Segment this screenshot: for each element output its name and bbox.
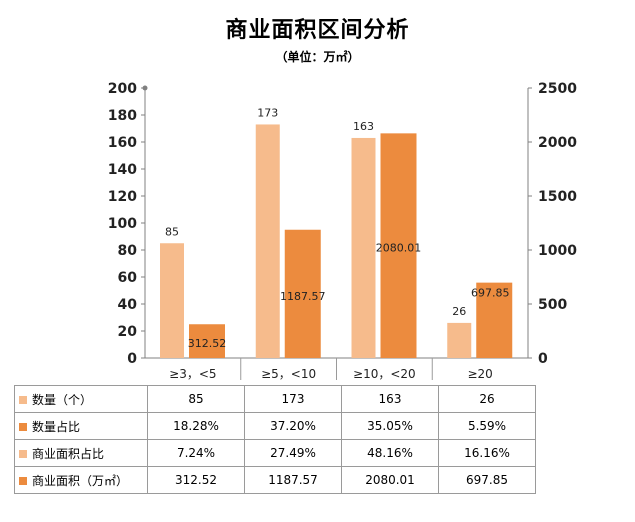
right-tick-label: 500 <box>538 297 567 313</box>
x-tick-label: ≥10，<20 <box>353 367 416 381</box>
table-row: 商业面积占比 7.24% 27.49% 48.16% 16.16% <box>14 439 536 467</box>
bar-chart: 0204060801001201401601802000500100015002… <box>108 81 577 381</box>
table-row: 数量（个） 85 173 163 26 <box>14 385 536 413</box>
legend-swatch <box>19 450 27 458</box>
left-tick-label: 160 <box>108 135 137 151</box>
chart-title: 商业面积区间分析 <box>225 18 410 43</box>
right-tick-label: 1500 <box>538 189 577 205</box>
left-tick-label: 40 <box>118 297 138 313</box>
table-cell: 1187.57 <box>244 466 342 494</box>
table-cell: 2080.01 <box>341 466 439 494</box>
data-label-count: 85 <box>165 225 179 238</box>
table-cell: 312.52 <box>147 466 245 494</box>
left-tick-label: 140 <box>108 162 137 178</box>
table-cell: 18.28% <box>147 412 245 440</box>
data-label-count: 26 <box>452 305 466 318</box>
table-cell: 7.24% <box>147 439 245 467</box>
legend-swatch <box>19 396 27 404</box>
data-table: 数量（个） 85 173 163 26 数量占比 18.28% 37.20% 3… <box>14 385 536 494</box>
left-tick-label: 0 <box>127 351 137 367</box>
table-cell: 697.85 <box>438 466 536 494</box>
table-cell: 85 <box>147 385 245 413</box>
left-tick-label: 100 <box>108 216 137 232</box>
table-cell: 173 <box>244 385 342 413</box>
table-cell: 35.05% <box>341 412 439 440</box>
right-tick-label: 0 <box>538 351 548 367</box>
x-tick-label: ≥5，<10 <box>261 367 316 381</box>
row-header: 数量占比 <box>14 412 148 440</box>
row-label: 商业面积占比 <box>32 446 105 461</box>
table-cell: 27.49% <box>244 439 342 467</box>
row-header: 数量（个） <box>14 385 148 413</box>
bar-area <box>189 324 225 358</box>
left-tick-label: 80 <box>118 243 138 259</box>
bar-count <box>351 137 376 358</box>
left-tick-label: 200 <box>108 81 137 97</box>
right-tick-label: 1000 <box>538 243 577 259</box>
x-tick-label: ≥3，<5 <box>169 367 216 381</box>
row-label: 商业面积（万㎡） <box>32 473 129 488</box>
data-label-area: 2080.01 <box>376 242 422 255</box>
data-label-area: 697.85 <box>471 287 510 300</box>
left-tick-label: 60 <box>118 270 138 286</box>
bar-count <box>160 243 184 358</box>
x-tick-label: ≥20 <box>467 367 492 381</box>
chart-subtitle: （单位：万㎡） <box>275 50 360 64</box>
data-label-count: 173 <box>257 106 278 119</box>
data-label-count: 163 <box>353 120 374 133</box>
bar-count <box>255 124 280 358</box>
table-cell: 163 <box>341 385 439 413</box>
table-cell: 26 <box>438 385 536 413</box>
right-tick-label: 2500 <box>538 81 577 97</box>
data-label-area: 312.52 <box>188 337 227 350</box>
bar-area <box>476 282 513 358</box>
left-tick-label: 120 <box>108 189 137 205</box>
legend-swatch <box>19 477 27 485</box>
row-header: 商业面积（万㎡） <box>14 466 148 494</box>
bar-area <box>380 133 417 358</box>
row-label: 数量占比 <box>32 419 81 434</box>
table-row: 商业面积（万㎡） 312.52 1187.57 2080.01 697.85 <box>14 466 536 494</box>
left-tick-label: 20 <box>118 324 138 340</box>
bar-count <box>447 322 472 358</box>
table-cell: 5.59% <box>438 412 536 440</box>
left-tick-label: 180 <box>108 108 137 124</box>
bar-area <box>284 229 321 358</box>
data-label-area: 1187.57 <box>280 290 326 303</box>
row-label: 数量（个） <box>32 392 93 407</box>
right-tick-label: 2000 <box>538 135 577 151</box>
table-cell: 16.16% <box>438 439 536 467</box>
row-header: 商业面积占比 <box>14 439 148 467</box>
legend-swatch <box>19 423 27 431</box>
table-row: 数量占比 18.28% 37.20% 35.05% 5.59% <box>14 412 536 440</box>
table-cell: 37.20% <box>244 412 342 440</box>
table-cell: 48.16% <box>341 439 439 467</box>
